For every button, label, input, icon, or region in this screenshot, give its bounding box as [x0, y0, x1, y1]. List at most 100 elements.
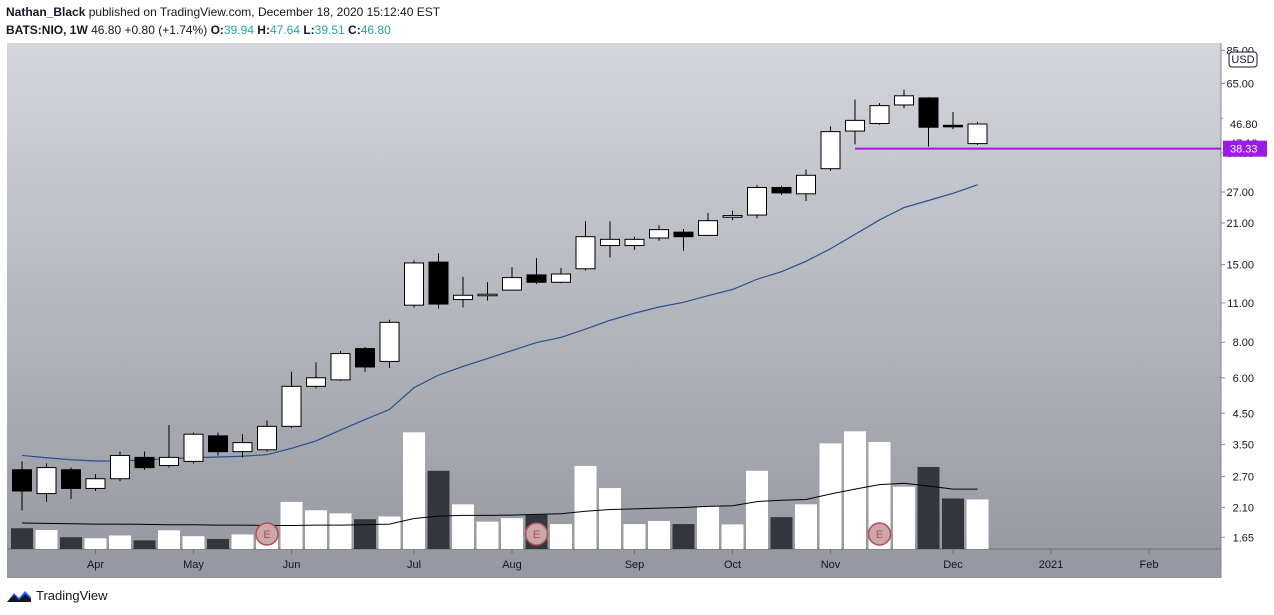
author-name[interactable]: Nathan_Black	[6, 5, 86, 19]
candle-body	[722, 215, 743, 218]
candle-body	[649, 229, 669, 239]
publish-info: Nathan_Black published on TradingView.co…	[6, 5, 440, 19]
volume-bar	[770, 517, 793, 549]
price-tick-label: 3.50	[1233, 439, 1254, 451]
high-value: 47.64	[269, 23, 300, 37]
symbol-label[interactable]: BATS:NIO, 1W	[6, 23, 88, 37]
price-tick-label: 2.10	[1233, 502, 1254, 514]
candle-body	[208, 435, 228, 453]
candle-body	[747, 186, 767, 216]
candle-body	[967, 123, 988, 145]
earnings-marker	[867, 522, 892, 546]
time-tick-label: Nov	[821, 559, 841, 571]
volume-bar	[697, 506, 719, 549]
candle-body	[943, 124, 963, 128]
volume-bar	[893, 486, 915, 549]
volume-bar	[133, 540, 156, 549]
candle-body	[61, 469, 81, 489]
candle-body	[159, 456, 179, 466]
volume-bar	[599, 488, 621, 549]
volume-bar	[60, 537, 82, 549]
time-tick-label: 2021	[1039, 559, 1063, 571]
time-tick-label: Feb	[1140, 559, 1159, 571]
earnings-marker-label: E	[533, 529, 540, 541]
price-tick-label: 4.50	[1233, 408, 1254, 420]
candle-body	[575, 236, 596, 270]
volume-bar	[648, 520, 670, 549]
candle-body	[12, 469, 32, 492]
candle-body	[428, 261, 449, 305]
moving-average-line	[21, 184, 978, 462]
volume-bar	[721, 524, 744, 549]
tradingview-footer[interactable]: TradingView	[6, 588, 108, 603]
level-price-badge	[1223, 140, 1267, 157]
volume-bar	[501, 518, 523, 549]
volume-bar	[795, 504, 817, 549]
volume-bar	[11, 528, 33, 549]
low-value: 39.51	[314, 23, 345, 37]
candle-body	[379, 321, 400, 362]
candle-body	[869, 105, 890, 124]
last-price-label: 46.80	[1230, 119, 1258, 131]
candle-body	[477, 293, 498, 297]
volume-bar	[354, 519, 376, 549]
candle-body	[600, 238, 620, 247]
volume-bar	[329, 513, 352, 549]
close-value: 46.80	[360, 23, 391, 37]
moving-average-layer	[21, 184, 978, 462]
candle-body	[404, 262, 424, 306]
candle-body	[232, 442, 253, 453]
candle-body	[110, 454, 130, 480]
candle-body	[36, 467, 57, 495]
volume-bar	[844, 431, 866, 549]
time-tick-label: Jun	[283, 559, 301, 571]
volume-bar	[942, 498, 964, 549]
volume-bar	[452, 504, 474, 549]
volume-bar	[427, 470, 450, 549]
currency-badge	[1228, 51, 1258, 68]
candle-body	[624, 238, 645, 247]
candle-body	[845, 119, 865, 132]
level-price-label: 38.33	[1230, 144, 1258, 156]
symbol-legend: BATS:NIO, 1W 46.80 +0.80 (+1.74%) O:39.9…	[6, 23, 391, 37]
candle-body	[281, 385, 302, 427]
price-tick-label: 2.70	[1233, 471, 1254, 483]
earnings-marker	[524, 522, 549, 546]
volume-bar	[574, 465, 597, 549]
time-tick-label: Apr	[87, 559, 104, 571]
price-change: +0.80 (+1.74%)	[124, 23, 208, 37]
price-tick-label: 65.00	[1226, 78, 1254, 90]
candle-body	[257, 425, 277, 451]
last-price: 46.80	[91, 23, 122, 37]
price-tick-label: 6.00	[1233, 373, 1254, 385]
tradingview-brand: TradingView	[36, 588, 108, 603]
time-tick-label: Jul	[407, 559, 421, 571]
volume-bar	[109, 535, 131, 549]
tradingview-logo-icon	[7, 590, 31, 602]
volume-bar	[746, 470, 768, 549]
time-tick-label: May	[183, 559, 204, 571]
candle-body	[551, 273, 571, 283]
time-tick-label: Sep	[625, 559, 645, 571]
volume-bar	[35, 529, 58, 549]
candle-body	[673, 231, 694, 238]
candle-body	[820, 131, 841, 170]
volume-bar	[182, 536, 205, 549]
volume-bar	[868, 442, 891, 549]
volume-ma-line	[21, 482, 978, 526]
volume-bar	[378, 516, 401, 549]
volume-bar	[476, 521, 499, 549]
price-tick-label: 27.00	[1226, 187, 1254, 199]
time-tick-label: Oct	[724, 559, 741, 571]
volume-bar	[672, 524, 695, 549]
price-tick-label: 11.00	[1227, 298, 1254, 310]
high-label: H:	[257, 23, 270, 37]
volume-bar	[550, 524, 572, 549]
volume-bar	[966, 499, 989, 549]
candle-body	[85, 478, 106, 489]
volume-bar	[84, 538, 107, 549]
price-tick-label: 21.00	[1226, 218, 1254, 230]
